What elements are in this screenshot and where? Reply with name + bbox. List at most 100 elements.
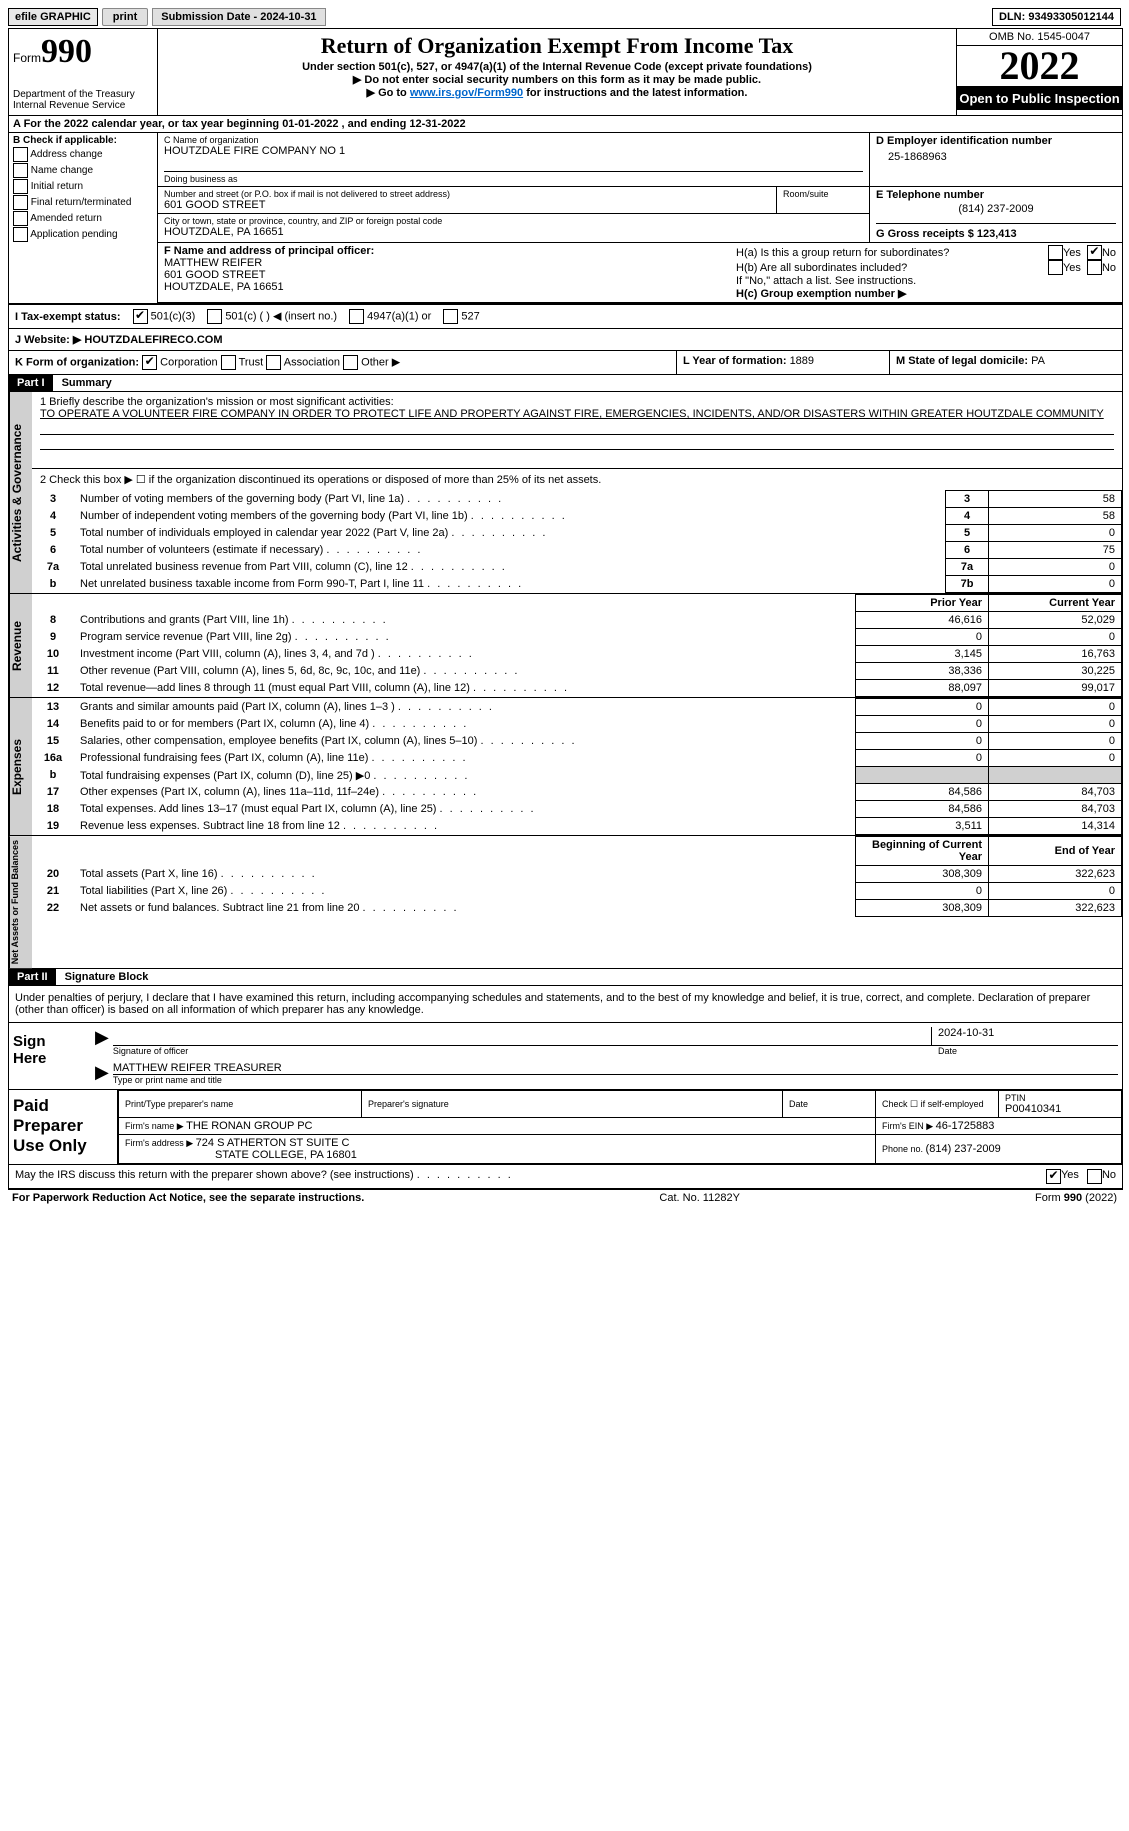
form-org-label: K Form of organization: [15, 356, 139, 368]
cb-name-change-label: Name change [31, 165, 93, 176]
submission-date-label: Submission Date - [161, 11, 260, 23]
hc-label: H(c) Group exemption number ▶ [736, 287, 1116, 300]
firm-name: THE RONAN GROUP PC [186, 1120, 312, 1132]
mission-label: 1 Briefly describe the organization's mi… [40, 396, 1114, 408]
discuss-yes-cb[interactable] [1046, 1169, 1061, 1184]
part1-title: Summary [56, 375, 118, 391]
cb-address-change-label: Address change [30, 149, 102, 160]
officer-signature-line [113, 1027, 931, 1045]
penalty-statement: Under penalties of perjury, I declare th… [9, 986, 1122, 1022]
cb-other[interactable] [343, 355, 358, 370]
footer-form: Form 990 (2022) [1035, 1192, 1117, 1204]
officer-name: MATTHEW REIFER [164, 257, 724, 269]
firm-name-label: Firm's name ▶ [125, 1121, 186, 1131]
prep-name-label: Print/Type preparer's name [125, 1099, 355, 1109]
type-name-label: Type or print name and title [113, 1075, 1118, 1085]
ptin-value: P00410341 [1005, 1103, 1115, 1115]
year-form-label: L Year of formation: [683, 355, 790, 367]
print-button[interactable]: print [102, 8, 148, 26]
arrow-icon: ▶ [91, 1027, 113, 1056]
opt-501c: 501(c) ( ) ◀ (insert no.) [225, 310, 337, 322]
officer-printed-name: MATTHEW REIFER TREASURER [113, 1062, 1118, 1075]
discuss-yes: Yes [1061, 1169, 1079, 1184]
part2-title: Signature Block [59, 969, 155, 985]
firm-addr-label: Firm's address ▶ [125, 1138, 196, 1148]
address-block: Number and street (or P.O. box if mail i… [158, 187, 869, 242]
section-bcd: B Check if applicable: Address change Na… [9, 133, 1122, 304]
row-j-website: J Website: ▶ HOUTZDALEFIRECO.COM [9, 329, 1122, 351]
cb-501c[interactable] [207, 309, 222, 324]
sign-here-row: Sign Here ▶ 2024-10-31 Signature of offi… [9, 1022, 1122, 1089]
ha-no-cb[interactable] [1087, 245, 1102, 260]
paid-preparer-block: Paid Preparer Use Only Print/Type prepar… [9, 1089, 1122, 1165]
website-value: HOUTZDALEFIRECO.COM [84, 334, 222, 346]
cb-initial-return[interactable]: Initial return [13, 179, 153, 194]
ha-no: No [1102, 247, 1116, 259]
dln-label: DLN: [999, 11, 1028, 23]
header-center: Return of Organization Exempt From Incom… [158, 29, 956, 115]
exp-table: 13Grants and similar amounts paid (Part … [32, 698, 1122, 835]
open-public: Open to Public Inspection [957, 87, 1122, 110]
ha-yes-cb[interactable] [1048, 245, 1063, 260]
form-subtitle-1: Under section 501(c), 527, or 4947(a)(1)… [166, 61, 948, 73]
part1-header: Part I [9, 375, 53, 391]
discuss-no-cb[interactable] [1087, 1169, 1102, 1184]
phone-label: E Telephone number [876, 189, 1116, 201]
officer-street: 601 GOOD STREET [164, 269, 724, 281]
cb-app-pending[interactable]: Application pending [13, 227, 153, 242]
ein-value: 25-1868963 [876, 147, 1116, 167]
top-bar: efile GRAPHIC print Submission Date - 20… [8, 8, 1121, 26]
year-form-value: 1889 [790, 355, 814, 367]
opt-assoc: Association [284, 356, 340, 368]
cb-final-return[interactable]: Final return/terminated [13, 195, 153, 210]
firm-addr1: 724 S ATHERTON ST SUITE C [196, 1137, 350, 1149]
form-number-value: 990 [41, 33, 92, 70]
prep-date-label: Date [789, 1099, 869, 1109]
goto-prefix: ▶ Go to [367, 87, 410, 99]
hb-no-cb[interactable] [1087, 260, 1102, 275]
org-name-label: C Name of organization [164, 135, 863, 145]
opt-trust: Trust [239, 356, 264, 368]
form-subtitle-2: ▶ Do not enter social security numbers o… [166, 73, 948, 86]
header-right: OMB No. 1545-0047 2022 Open to Public In… [956, 29, 1122, 115]
cb-amended-return[interactable]: Amended return [13, 211, 153, 226]
footer-pra: For Paperwork Reduction Act Notice, see … [12, 1192, 364, 1204]
cb-4947[interactable] [349, 309, 364, 324]
cb-527[interactable] [443, 309, 458, 324]
org-name-block: C Name of organization HOUTZDALE FIRE CO… [158, 133, 869, 186]
discuss-no: No [1102, 1169, 1116, 1184]
phone-value: (814) 237-2009 [876, 201, 1116, 223]
org-name: HOUTZDALE FIRE COMPANY NO 1 [164, 145, 863, 157]
cb-trust[interactable] [221, 355, 236, 370]
cb-address-change[interactable]: Address change [13, 147, 153, 162]
header-left: Form990 Department of the Treasury Inter… [9, 29, 158, 115]
hb-yes-cb[interactable] [1048, 260, 1063, 275]
cb-amended-return-label: Amended return [30, 213, 102, 224]
state-dom-value: PA [1031, 355, 1045, 367]
rev-table: Prior YearCurrent Year8Contributions and… [32, 594, 1122, 697]
part-2: Part II Signature Block Under penalties … [9, 969, 1122, 1189]
arrow-icon: ▶ [91, 1062, 113, 1085]
cb-app-pending-label: Application pending [30, 229, 117, 240]
col-b-checkboxes: B Check if applicable: Address change Na… [9, 133, 158, 303]
ptin-label: PTIN [1005, 1093, 1115, 1103]
phone-gross-block: E Telephone number (814) 237-2009 G Gros… [869, 187, 1122, 242]
cb-final-return-label: Final return/terminated [31, 197, 132, 208]
net-assets-section: Net Assets or Fund Balances Beginning of… [9, 836, 1122, 969]
col-c-org-info: C Name of organization HOUTZDALE FIRE CO… [158, 133, 1122, 303]
opt-501c3: 501(c)(3) [151, 310, 196, 322]
cb-name-change[interactable]: Name change [13, 163, 153, 178]
submission-date: Submission Date - 2024-10-31 [152, 8, 325, 26]
dln-value: 93493305012144 [1028, 11, 1114, 23]
irs-label: Internal Revenue Service [13, 100, 153, 111]
self-employed-cb[interactable]: Check ☐ if self-employed [882, 1099, 992, 1110]
cb-501c3[interactable] [133, 309, 148, 324]
form990-link[interactable]: www.irs.gov/Form990 [410, 87, 523, 99]
cb-corp[interactable] [142, 355, 157, 370]
ag-table: 3Number of voting members of the governi… [32, 490, 1122, 593]
hb-note: If "No," attach a list. See instructions… [736, 275, 1116, 287]
row-a-tax-year: A For the 2022 calendar year, or tax yea… [9, 116, 1122, 133]
discuss-row: May the IRS discuss this return with the… [9, 1165, 1122, 1189]
cb-assoc[interactable] [266, 355, 281, 370]
hb-no: No [1102, 262, 1116, 274]
